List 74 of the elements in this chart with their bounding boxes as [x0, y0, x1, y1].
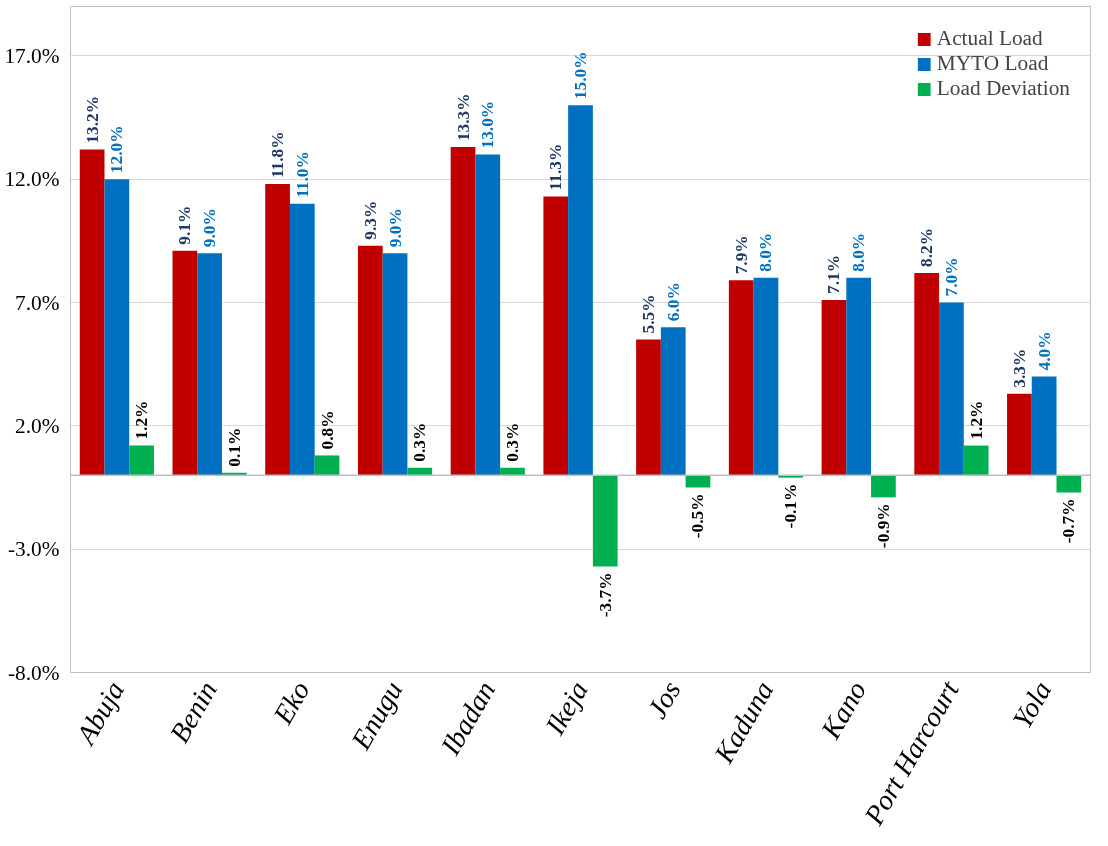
data-label: -0.5%: [688, 493, 708, 539]
data-label: 7.9%: [731, 235, 751, 275]
data-label: 8.0%: [849, 232, 869, 272]
data-label: 11.8%: [268, 131, 288, 179]
bar: [821, 300, 847, 476]
data-label: 13.3%: [453, 93, 473, 142]
bar: [129, 445, 154, 476]
data-label: -0.1%: [781, 483, 801, 529]
data-label: 9.0%: [200, 208, 220, 248]
bar: [382, 253, 408, 476]
bar: [636, 339, 661, 476]
bar: [1007, 393, 1032, 476]
y-tick-label: 2.0%: [15, 413, 60, 438]
data-label: 1.2%: [966, 400, 986, 440]
bar: [592, 475, 618, 567]
bar: [939, 302, 964, 476]
legend-label: Load Deviation: [936, 76, 1070, 101]
bar: [450, 147, 476, 476]
x-tick-label: Eko: [266, 675, 316, 730]
data-label: 9.1%: [175, 205, 195, 245]
bar: [660, 327, 686, 476]
data-label: 6.0%: [663, 282, 683, 322]
bar: [197, 253, 222, 476]
bar: [1031, 376, 1057, 476]
bar: [172, 250, 198, 476]
data-label: 7.0%: [941, 257, 961, 297]
bar: [475, 154, 501, 476]
data-label: 9.3%: [360, 200, 380, 240]
bar: [963, 445, 989, 476]
data-label: 0.8%: [317, 410, 337, 450]
data-label: 8.0%: [756, 232, 776, 272]
bar: [568, 105, 593, 476]
bar: [914, 272, 940, 476]
bar: [289, 203, 315, 476]
data-label: 11.0%: [292, 151, 312, 198]
data-label: 11.3%: [546, 143, 566, 191]
legend-label: Actual Load: [936, 26, 1043, 51]
y-tick-label: 7.0%: [15, 290, 60, 315]
bar: [265, 184, 290, 476]
bar: [728, 280, 754, 476]
data-label: 7.1%: [824, 255, 844, 295]
bar: [1056, 475, 1082, 493]
data-label: 3.3%: [1009, 348, 1029, 388]
bar: [543, 196, 569, 476]
bar: [753, 277, 779, 476]
bar: [104, 179, 130, 476]
data-label: -0.9%: [873, 503, 893, 549]
bar: [685, 475, 711, 488]
data-label: 8.2%: [917, 227, 937, 267]
data-label: 12.0%: [107, 125, 127, 174]
y-tick-label: 17.0%: [4, 43, 60, 68]
legend-label: MYTO Load: [936, 51, 1049, 76]
y-tick-label: 12.0%: [4, 167, 60, 192]
data-label: 0.3%: [503, 422, 522, 462]
data-label: -3.7%: [595, 572, 615, 618]
y-tick-label: -8.0%: [7, 660, 60, 685]
y-tick-label: -3.0%: [7, 537, 60, 562]
data-label: 1.2%: [132, 400, 152, 440]
data-label: 13.2%: [82, 95, 102, 144]
bar: [871, 475, 896, 498]
data-label: 13.0%: [478, 100, 498, 149]
data-label: 0.3%: [410, 422, 430, 462]
bar: [357, 245, 383, 476]
x-tick-label: Jos: [641, 675, 687, 724]
bar: [314, 455, 340, 476]
data-label: 4.0%: [1034, 331, 1054, 371]
data-label: 0.1%: [224, 427, 244, 467]
data-label: -0.7%: [1059, 498, 1079, 544]
x-tick-label: Yola: [1006, 675, 1058, 734]
bar: [79, 149, 105, 476]
data-label: 5.5%: [639, 294, 658, 334]
data-label: 9.0%: [385, 208, 405, 248]
data-label: 15.0%: [571, 51, 590, 100]
bar: [846, 277, 872, 476]
